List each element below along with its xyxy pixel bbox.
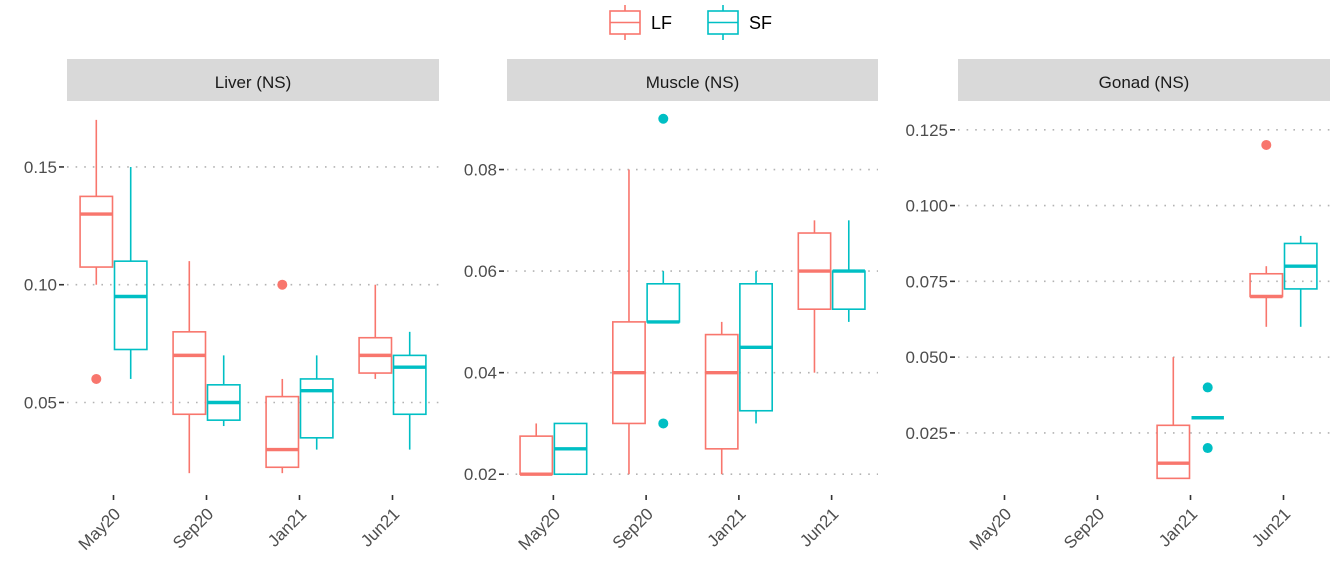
outlier-point bbox=[1261, 139, 1272, 150]
legend-key-lf bbox=[609, 5, 641, 40]
y-tick-label: 0.04 bbox=[464, 364, 497, 383]
facet-strip-title: Gonad (NS) bbox=[1099, 73, 1190, 92]
box-sep20-lf bbox=[612, 169, 646, 475]
legend-label-lf: LF bbox=[651, 13, 672, 33]
box-jun21-sf bbox=[392, 331, 427, 450]
y-tick-label: 0.06 bbox=[464, 262, 497, 281]
y-tick-label: 0.10 bbox=[24, 276, 57, 295]
box-iqr bbox=[1156, 424, 1191, 480]
box-iqr bbox=[519, 435, 554, 476]
legend-key-sf bbox=[707, 5, 739, 40]
y-tick-label: 0.05 bbox=[24, 393, 57, 412]
facet-strip-title: Liver (NS) bbox=[215, 73, 292, 92]
x-tick-label: Jun21 bbox=[796, 504, 842, 550]
legend: LF SF bbox=[609, 5, 772, 40]
outlier-point bbox=[1202, 443, 1213, 454]
box-iqr bbox=[1249, 272, 1284, 298]
box-iqr bbox=[831, 270, 866, 310]
box-iqr bbox=[299, 378, 334, 439]
panel-gonad: Gonad (NS) 0.025 0.050 0.075 0.100 0.125 May20… bbox=[905, 59, 1330, 554]
box-jan21-sf bbox=[1191, 382, 1224, 454]
y-tick-label: 0.100 bbox=[905, 197, 948, 216]
facet-strip-title: Muscle (NS) bbox=[646, 73, 740, 92]
box-jun21-sf bbox=[831, 220, 866, 322]
box-sep20-lf bbox=[172, 261, 207, 474]
legend-label-sf: SF bbox=[749, 13, 772, 33]
y-tick-label: 0.08 bbox=[464, 161, 497, 180]
x-tick-label: Sep20 bbox=[169, 504, 217, 552]
x-tick-label: May20 bbox=[75, 504, 125, 554]
x-tick-label: Jun21 bbox=[1248, 504, 1294, 550]
x-tick-label: May20 bbox=[515, 504, 565, 554]
facet-strip bbox=[67, 59, 439, 101]
y-tick-label: 0.02 bbox=[464, 465, 497, 484]
box-iqr bbox=[646, 283, 681, 323]
x-tick-label: May20 bbox=[966, 504, 1016, 554]
box-jun21-sf bbox=[1283, 235, 1318, 327]
outlier-point bbox=[658, 418, 669, 429]
box-jan21-sf bbox=[739, 271, 773, 424]
y-tick-label: 0.125 bbox=[905, 121, 948, 140]
box-iqr bbox=[113, 260, 148, 351]
box-jan21-lf bbox=[1156, 357, 1191, 480]
box-jun21-lf bbox=[797, 220, 832, 373]
box-may20-sf bbox=[553, 422, 588, 476]
box-may20-lf bbox=[79, 119, 114, 384]
box-iqr bbox=[79, 195, 114, 268]
box-iqr bbox=[172, 331, 207, 416]
x-tick-label: Jun21 bbox=[357, 504, 403, 550]
panel-liver: Liver (NS) 0.05 0.10 0.15 May20 Sep20 Jan21 Jun… bbox=[24, 59, 439, 554]
box-sep20-sf bbox=[206, 355, 241, 427]
x-tick-label: Jan21 bbox=[704, 504, 750, 550]
box-iqr bbox=[704, 333, 739, 450]
facet-strip bbox=[507, 59, 878, 101]
x-tick-label: Sep20 bbox=[609, 504, 657, 552]
outlier-point bbox=[277, 279, 288, 290]
y-tick-label: 0.050 bbox=[905, 348, 948, 367]
outlier-point bbox=[91, 373, 102, 384]
x-tick-label: Jan21 bbox=[264, 504, 310, 550]
box-may20-sf bbox=[113, 166, 148, 379]
panel-muscle: Muscle (NS) 0.02 0.04 0.06 0.08 May20 Sep20 Jan… bbox=[464, 59, 878, 554]
box-jan21-lf bbox=[265, 279, 300, 474]
box-jun21-lf bbox=[1249, 139, 1284, 327]
x-tick-label: Sep20 bbox=[1060, 504, 1108, 552]
x-tick-label: Jan21 bbox=[1155, 504, 1201, 550]
box-may20-lf bbox=[519, 423, 554, 476]
facet-strip bbox=[958, 59, 1330, 101]
box-jun21-lf bbox=[358, 284, 393, 379]
box-jan21-sf bbox=[299, 355, 334, 450]
y-tick-label: 0.075 bbox=[905, 272, 948, 291]
outlier-point bbox=[1202, 382, 1213, 393]
box-sep20-sf bbox=[646, 113, 681, 429]
outlier-point bbox=[658, 113, 669, 124]
box-jan21-lf bbox=[704, 321, 739, 475]
y-tick-label: 0.025 bbox=[905, 424, 948, 443]
box-iqr bbox=[392, 354, 427, 416]
y-tick-label: 0.15 bbox=[24, 158, 57, 177]
box-iqr bbox=[265, 395, 300, 469]
